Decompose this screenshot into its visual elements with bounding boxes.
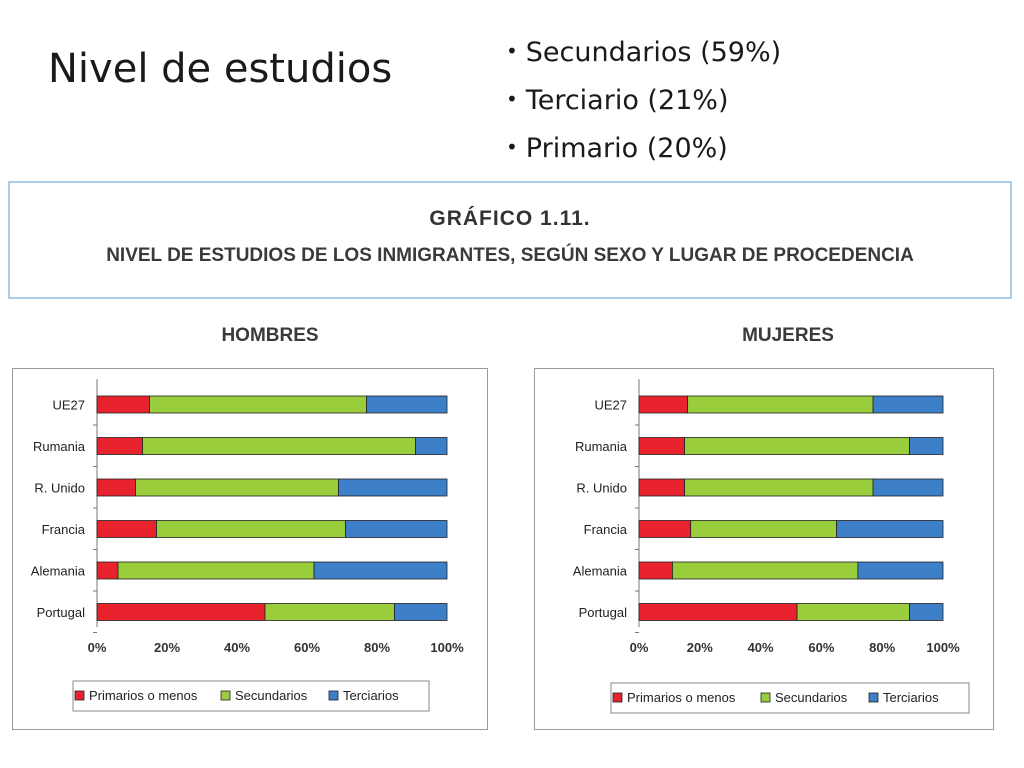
x-tick-label: 100%: [926, 640, 960, 655]
bar-segment-terciarios: [345, 520, 448, 538]
chart-title-mujeres: MUJERES: [742, 325, 834, 346]
summary-bullet-list: • Secundarios (59%) • Terciario (21%) • Pri…: [506, 28, 781, 172]
bar-segment-primarios: [638, 478, 685, 497]
legend-swatch-terciarios: [868, 692, 879, 703]
bar-segment-terciarios: [909, 603, 944, 621]
bar-segment-secundarios: [690, 520, 837, 538]
bar-segment-secundarios: [796, 603, 910, 621]
bar-segment-terciarios: [836, 520, 944, 538]
bullet-dot-icon: •: [506, 87, 518, 111]
bullet-dot-icon: •: [506, 39, 518, 63]
bar-segment-primarios: [638, 520, 692, 538]
figure-number: GRÁFICO 1.11.: [429, 207, 591, 230]
chart-panel-mujeres: UE27 Rumania R. Unido Francia Alemania Portug…: [534, 368, 994, 730]
bullet-item: • Terciario (21%): [506, 76, 781, 124]
category-label: Portugal: [579, 605, 628, 620]
bar-segment-secundarios: [149, 395, 367, 414]
category-label: Francia: [42, 522, 86, 537]
x-tick-label: 60%: [808, 640, 834, 655]
bar-segment-secundarios: [264, 603, 395, 621]
bar-segment-primarios: [96, 520, 157, 538]
legend-label: Terciarios: [883, 690, 939, 705]
bar-segment-primarios: [96, 437, 143, 455]
stacked-bar-chart-mujeres: UE27 Rumania R. Unido Francia Alemania Portug…: [573, 379, 970, 714]
x-tick-label: 0%: [88, 640, 107, 655]
x-tick-label: 80%: [869, 640, 895, 655]
figure-banner: GRÁFICO 1.11. NIVEL DE ESTUDIOS DE LOS I…: [8, 181, 1012, 299]
legend-box: [610, 682, 970, 714]
x-tick-label: 20%: [687, 640, 713, 655]
bar-segment-secundarios: [135, 478, 339, 497]
bar-segment-secundarios: [684, 437, 910, 455]
chart-panel-hombres: UE27 Rumania R. Unido Francia Alemania Portug…: [12, 368, 488, 730]
bar-segment-terciarios: [872, 478, 944, 497]
legend-label: Secundarios: [775, 690, 848, 705]
bar-segment-primarios: [638, 603, 798, 621]
category-label: R. Unido: [576, 481, 627, 496]
bar-segment-terciarios: [872, 395, 944, 414]
bullet-dot-icon: •: [506, 135, 518, 159]
bar-segment-terciarios: [857, 561, 944, 580]
bullet-text: Primario (20%): [525, 133, 728, 164]
legend-label: Primarios o menos: [89, 688, 198, 703]
bar-segment-terciarios: [909, 437, 944, 455]
category-label: Alemania: [573, 564, 628, 579]
bar-segment-terciarios: [366, 395, 448, 414]
legend-label: Primarios o menos: [627, 690, 736, 705]
x-tick-label: 60%: [294, 640, 320, 655]
legend-box: [72, 680, 430, 712]
category-label: Rumania: [33, 439, 86, 454]
category-label: Rumania: [575, 439, 628, 454]
bullet-text: Secundarios (59%): [525, 37, 782, 68]
x-tick-label: 0%: [630, 640, 649, 655]
bar-segment-secundarios: [687, 395, 874, 414]
legend-swatch-secundarios: [760, 692, 771, 703]
bar-segment-primarios: [638, 395, 689, 414]
bar-segment-primarios: [96, 395, 150, 414]
stacked-bar-chart-hombres: UE27 Rumania R. Unido Francia Alemania Portug…: [31, 379, 464, 712]
bullet-text: Terciario (21%): [525, 85, 729, 116]
bullet-item: • Primario (20%): [506, 124, 781, 172]
legend-label: Secundarios: [235, 688, 308, 703]
category-label: Portugal: [37, 605, 86, 620]
legend-swatch-primarios: [612, 692, 623, 703]
category-label: UE27: [52, 398, 85, 413]
bar-segment-primarios: [96, 478, 136, 497]
category-label: Francia: [584, 522, 628, 537]
bar-segment-secundarios: [672, 561, 859, 580]
bar-segment-terciarios: [394, 603, 448, 621]
slide-title: Nivel de estudios: [48, 46, 393, 92]
bar-segment-primarios: [96, 561, 119, 580]
legend-swatch-terciarios: [328, 690, 339, 701]
legend-swatch-primarios: [74, 690, 85, 701]
category-label: UE27: [594, 398, 627, 413]
bar-segment-primarios: [96, 603, 266, 621]
bar-segment-primarios: [638, 561, 673, 580]
x-tick-label: 80%: [364, 640, 390, 655]
bar-segment-terciarios: [313, 561, 448, 580]
bar-segment-secundarios: [684, 478, 874, 497]
legend-swatch-secundarios: [220, 690, 231, 701]
x-tick-label: 100%: [430, 640, 464, 655]
bar-segment-secundarios: [142, 437, 416, 455]
bar-segment-terciarios: [338, 478, 448, 497]
x-tick-label: 20%: [154, 640, 180, 655]
category-label: Alemania: [31, 564, 86, 579]
legend-label: Terciarios: [343, 688, 399, 703]
chart-title-hombres: HOMBRES: [221, 325, 319, 346]
category-label: R. Unido: [34, 481, 85, 496]
bar-segment-secundarios: [117, 561, 315, 580]
figure-caption: NIVEL DE ESTUDIOS DE LOS INMIGRANTES, SE…: [106, 245, 914, 266]
bar-segment-terciarios: [415, 437, 448, 455]
bar-segment-primarios: [638, 437, 685, 455]
bar-segment-secundarios: [156, 520, 346, 538]
bullet-item: • Secundarios (59%): [506, 28, 781, 76]
x-tick-label: 40%: [748, 640, 774, 655]
x-tick-label: 40%: [224, 640, 250, 655]
